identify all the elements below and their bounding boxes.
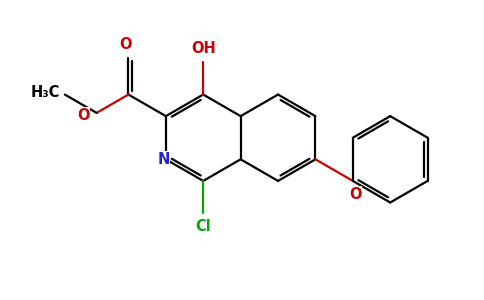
Text: Cl: Cl: [196, 219, 211, 234]
Text: OH: OH: [191, 41, 215, 56]
Text: O: O: [349, 187, 362, 202]
Text: H₃C: H₃C: [30, 85, 60, 100]
Text: O: O: [120, 37, 132, 52]
Text: N: N: [157, 152, 169, 167]
Text: O: O: [77, 108, 89, 123]
